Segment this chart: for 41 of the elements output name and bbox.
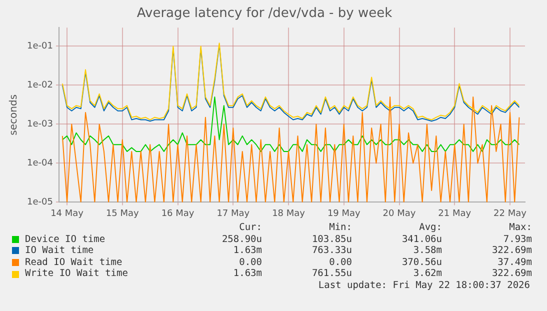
x-tick-label: 22 May	[494, 208, 528, 219]
text: 3.62m	[412, 268, 442, 280]
text: 103.85u	[310, 234, 352, 246]
x-tick-label: 14 May	[50, 208, 84, 219]
y-tick-label: 1e-04	[26, 158, 54, 169]
x-tick-label: 21 May	[438, 208, 472, 219]
text: 322.69m	[490, 268, 532, 280]
text: 7.93m	[502, 234, 532, 246]
text: Avg:	[418, 222, 442, 234]
text: 341.06u	[400, 234, 442, 246]
y-tick-label: 1e-03	[26, 120, 53, 130]
chart-title: Average latency for /dev/vda - by week	[136, 6, 393, 22]
legend-label: Write IO Wait time	[24, 268, 129, 280]
legend-label: IO Wait time	[24, 245, 95, 257]
text: 370.56u	[400, 256, 442, 268]
text: 3.58m	[412, 245, 442, 257]
y-tick-label: 1e-02	[26, 80, 53, 91]
text: 37.49m	[496, 256, 532, 268]
text: 1.63m	[232, 268, 262, 280]
text: 258.90u	[220, 234, 262, 246]
x-tick-label: 18 May	[272, 208, 306, 219]
x-tick-label: 19 May	[327, 208, 362, 219]
y-axis-title: seconds	[8, 94, 20, 136]
text: 761.55u	[310, 268, 352, 280]
text: 322.69m	[490, 245, 532, 257]
text: 1.63m	[232, 245, 262, 257]
text: 763.33u	[310, 245, 352, 257]
legend-label: Device IO time	[24, 234, 106, 246]
x-tick-label: 20 May	[382, 208, 416, 219]
text: Cur:	[238, 222, 262, 234]
legend-label: Read IO Wait time	[24, 256, 124, 268]
y-tick-label: 1e-01	[26, 42, 53, 52]
text: Last update: Fri May 22 18:00:37 2026	[317, 280, 530, 292]
text: 0.00	[328, 256, 352, 268]
text: Min:	[328, 222, 352, 234]
y-tick-label: 1e-05	[26, 198, 53, 208]
x-tick-label: 17 May	[216, 208, 250, 219]
text: Max:	[508, 222, 532, 234]
x-tick-label: 15 May	[106, 208, 140, 219]
x-tick-label: 16 May	[161, 208, 195, 219]
text: 0.00	[238, 256, 262, 268]
